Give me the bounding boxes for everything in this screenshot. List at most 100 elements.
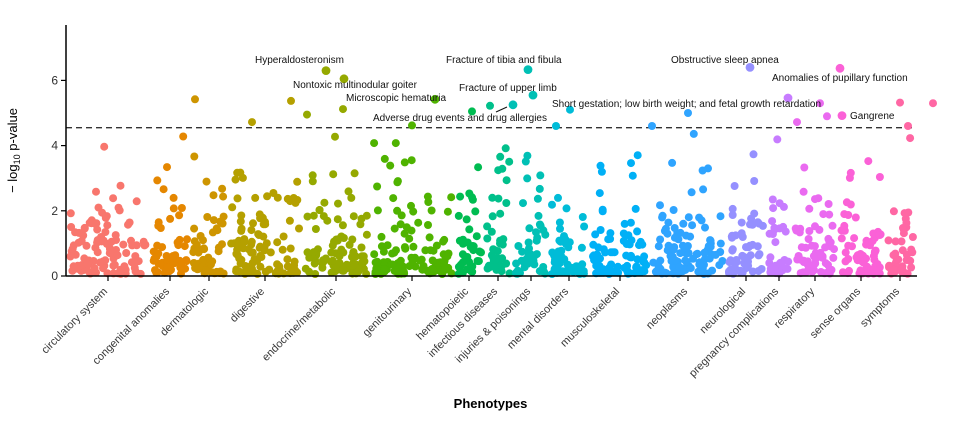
data-point: [213, 226, 222, 235]
significant-point: [648, 122, 656, 130]
data-point: [255, 210, 264, 219]
data-point: [825, 210, 834, 219]
data-point: [843, 269, 852, 278]
data-point: [806, 261, 815, 270]
data-point: [824, 260, 832, 269]
data-point: [393, 177, 402, 186]
data-point: [816, 248, 825, 257]
data-point: [799, 187, 808, 196]
data-point: [396, 256, 405, 265]
data-point: [666, 252, 675, 260]
data-point: [906, 134, 915, 143]
data-point: [554, 193, 562, 202]
data-point: [477, 248, 485, 257]
data-point: [373, 206, 382, 215]
data-point: [110, 260, 119, 269]
data-point: [463, 253, 472, 261]
data-point: [203, 213, 212, 221]
data-point: [163, 263, 171, 271]
data-point: [149, 256, 158, 265]
point-annotation: Adverse drug events and drug allergies: [373, 113, 547, 124]
data-point: [227, 239, 236, 248]
data-point: [349, 212, 358, 221]
data-point: [182, 257, 191, 266]
data-point: [483, 222, 492, 231]
data-point: [442, 251, 451, 260]
data-point: [309, 248, 318, 257]
data-point: [625, 240, 634, 249]
data-point: [501, 144, 510, 153]
data-point: [379, 247, 388, 256]
data-point: [115, 206, 124, 215]
data-point: [505, 157, 514, 166]
data-point: [68, 244, 77, 253]
data-point: [494, 194, 503, 203]
data-point: [841, 248, 850, 257]
data-point: [285, 216, 294, 225]
data-point: [131, 252, 140, 261]
data-point: [309, 211, 318, 220]
data-point: [851, 213, 860, 222]
data-point: [624, 231, 633, 240]
data-point: [596, 161, 605, 170]
data-point: [897, 237, 906, 246]
data-point: [499, 235, 508, 244]
data-point: [315, 206, 324, 215]
data-point: [668, 158, 677, 167]
data-point: [794, 252, 803, 260]
data-point: [579, 267, 588, 276]
data-point: [409, 242, 418, 251]
data-point: [248, 258, 257, 267]
data-point: [706, 236, 715, 245]
data-point: [333, 236, 342, 245]
data-point: [536, 221, 545, 230]
significant-point: [684, 109, 692, 117]
data-point: [427, 206, 436, 215]
significant-point-labeled: [835, 63, 845, 73]
data-point: [335, 252, 344, 261]
data-point: [802, 267, 811, 276]
data-point: [737, 229, 746, 238]
point-annotation: Anomalies of pupillary function: [772, 73, 908, 84]
data-point: [100, 142, 109, 151]
data-point: [705, 254, 714, 263]
data-point: [311, 225, 320, 233]
data-point: [418, 265, 427, 274]
data-point: [331, 132, 339, 141]
data-point: [66, 252, 75, 261]
data-point: [533, 194, 542, 203]
scatter-points-layer: [66, 63, 937, 278]
data-point: [323, 216, 332, 225]
data-point: [408, 257, 417, 266]
annotation-leader-line: [495, 106, 508, 113]
data-point: [824, 200, 833, 208]
data-point: [837, 234, 846, 243]
data-point: [218, 219, 227, 228]
data-point: [474, 163, 483, 172]
data-point: [247, 248, 256, 257]
data-point: [443, 207, 452, 216]
data-point: [496, 152, 505, 161]
data-point: [469, 242, 478, 251]
data-point: [169, 252, 178, 260]
data-point: [256, 251, 265, 260]
significant-point: [552, 122, 560, 130]
data-point: [269, 189, 278, 197]
data-point: [642, 261, 651, 270]
data-point: [173, 238, 182, 247]
significant-point: [566, 105, 574, 114]
data-point: [491, 256, 500, 265]
data-point: [293, 268, 302, 277]
data-point: [130, 258, 139, 267]
data-point: [93, 248, 102, 257]
data-point: [680, 243, 689, 252]
significant-point-labeled: [745, 63, 755, 72]
data-point: [819, 210, 828, 219]
data-point: [327, 268, 336, 277]
data-point: [454, 211, 463, 220]
data-point: [289, 194, 298, 202]
data-point: [179, 132, 188, 141]
data-point: [345, 240, 354, 249]
data-point: [596, 226, 605, 234]
